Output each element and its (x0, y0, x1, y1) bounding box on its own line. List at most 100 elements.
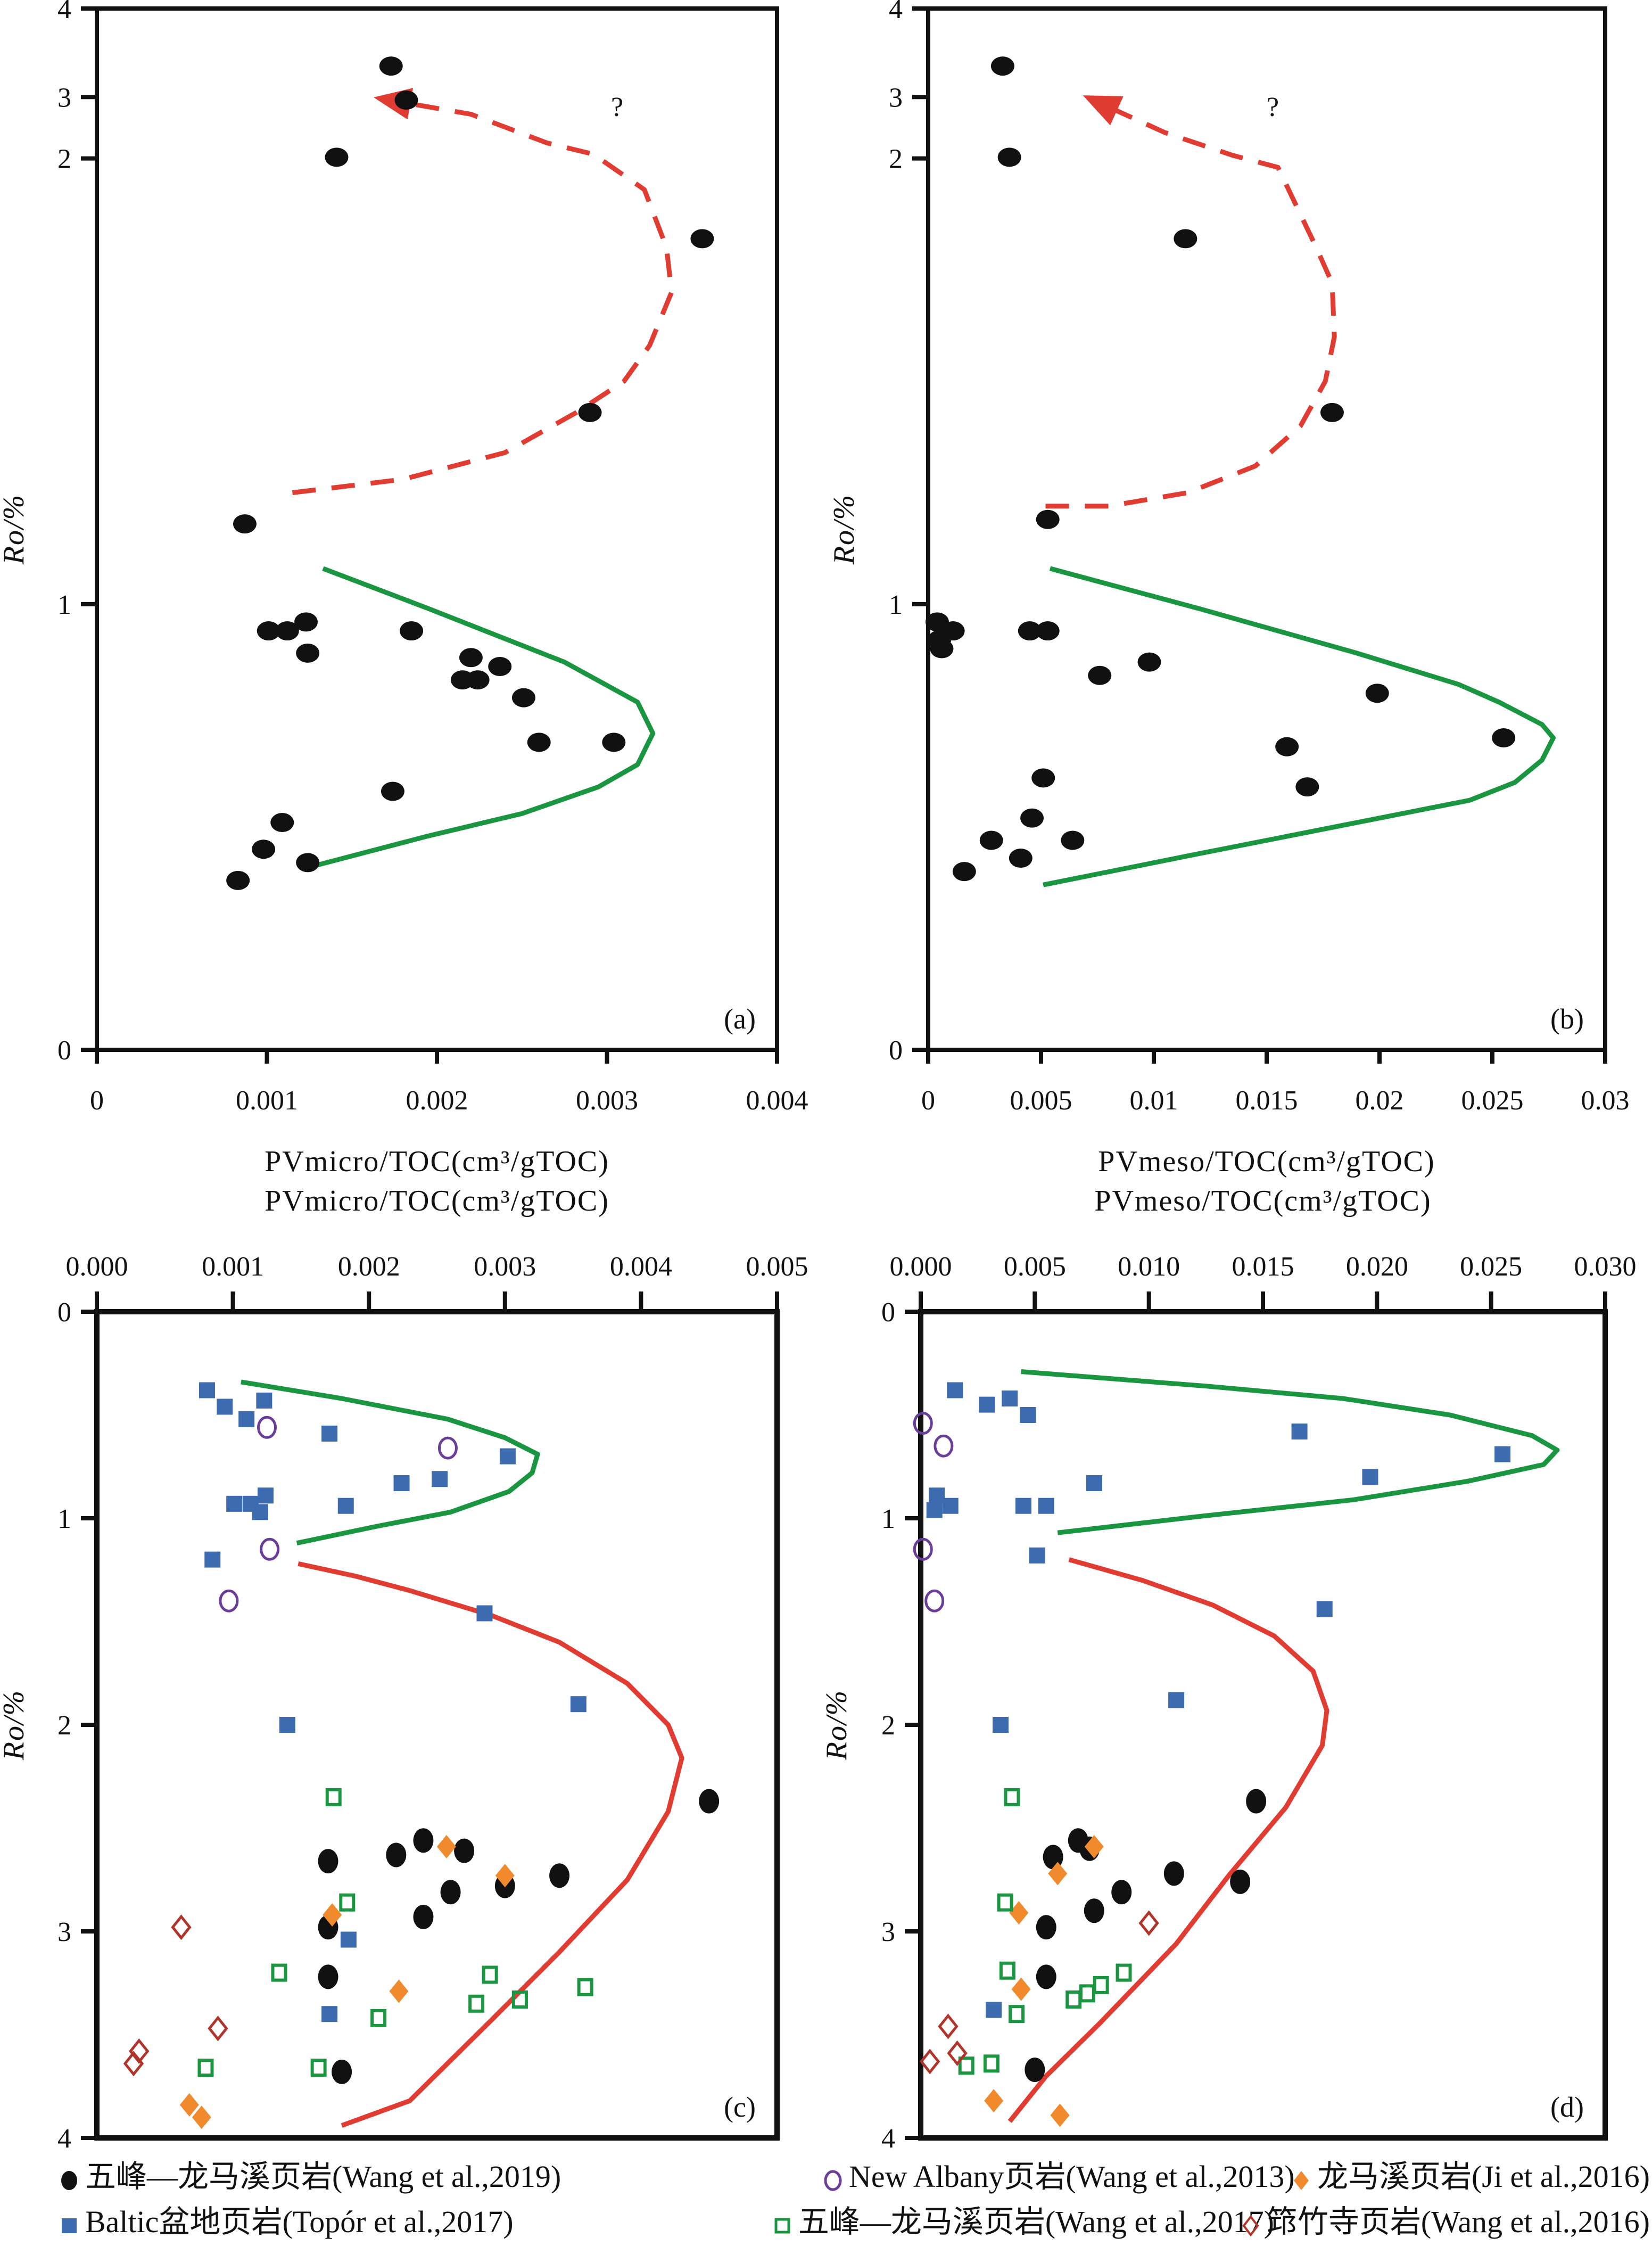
legend-label: 五峰—龙马溪页岩(Wang et al.,2017) (798, 2204, 1274, 2239)
series-filled-circle (318, 1789, 720, 2084)
filled-diamond-marker-icon (1291, 2163, 1312, 2190)
data-point (1065, 1990, 1082, 2009)
x-tick-label: 0.015 (1236, 1085, 1298, 1116)
x-tick-label: 0.003 (474, 1252, 536, 1282)
y-tick-label: 0 (881, 1297, 895, 1328)
legend-label: New Albany页岩(Wang et al.,2013) (848, 2159, 1295, 2194)
trend-green (1043, 566, 1556, 887)
data-point (1020, 1407, 1036, 1423)
panel-b: 0 0.005 0.01 0.015 0.02 0.025 0.03 0 1 2 3 4 PVmeso/… (828, 0, 1630, 1178)
data-point (325, 1788, 342, 1806)
data-point (389, 1979, 409, 2003)
data-point (437, 1436, 458, 1460)
data-point (1230, 1869, 1251, 1894)
y-tick-label: 1 (57, 590, 71, 620)
data-point (926, 1502, 943, 1518)
data-point (468, 1994, 485, 2013)
data-point (913, 1412, 933, 1435)
data-point (1084, 1898, 1104, 1923)
series-filled-square (926, 1382, 1511, 2018)
data-point (1111, 1880, 1132, 1905)
trend-red-dashed (292, 97, 674, 495)
question-mark-annotation: ? (611, 92, 623, 122)
data-point (294, 612, 318, 632)
data-point (997, 1893, 1013, 1912)
data-point (386, 1842, 407, 1867)
data-point (226, 1495, 243, 1512)
data-point (238, 1411, 255, 1427)
data-point (171, 1914, 192, 1940)
data-point (123, 2051, 144, 2077)
data-point (1137, 652, 1161, 672)
legend-item: 筇竹寺页岩(Wang et al.,2016) (1240, 2196, 1650, 2241)
data-point (310, 2059, 327, 2077)
y-tick-label: 4 (57, 0, 71, 24)
data-point (1029, 1547, 1045, 1564)
data-point (488, 657, 512, 677)
data-point (340, 1931, 357, 1948)
data-point (296, 853, 320, 873)
x-tick-label: 0.005 (1010, 1085, 1072, 1116)
data-point (1275, 737, 1299, 756)
data-point (1138, 1910, 1159, 1936)
data-point (257, 621, 280, 641)
arrow-head-icon (1083, 95, 1124, 126)
data-point (1036, 509, 1060, 529)
data-point (482, 1965, 498, 1984)
data-point (913, 1537, 933, 1561)
y-axis-title: Ro/% (0, 494, 30, 565)
legend-item: 五峰—龙马溪页岩(Wang et al.,2019) (59, 2151, 822, 2196)
y-axis-title: Ro/% (0, 1690, 30, 1760)
data-point (511, 1990, 528, 2009)
x-axis-title: PVmeso/TOC(cm³/gTOC) (1098, 1145, 1435, 1178)
data-point (321, 1425, 338, 1442)
panel-label: (d) (1550, 2091, 1584, 2123)
data-point (1291, 1424, 1308, 1440)
data-point (199, 1382, 216, 1398)
data-point (1295, 777, 1319, 797)
data-point (924, 1589, 945, 1612)
data-point (192, 2105, 211, 2129)
x-tick-label: 0.002 (338, 1252, 400, 1282)
data-point (226, 870, 250, 890)
legend-row-2: Baltic盆地页岩(Topór et al.,2017) 五峰—龙马溪页岩(W… (59, 2196, 1650, 2241)
x-tick-label: 0.000 (890, 1252, 952, 1282)
trend-red-dashed (1045, 100, 1337, 509)
y-tick-label: 3 (57, 1917, 71, 1947)
data-point (1494, 1446, 1511, 1462)
data-point (511, 688, 535, 707)
data-point (432, 1471, 448, 1487)
data-point (549, 1863, 570, 1888)
series-filled-square (199, 1382, 587, 2022)
trend-green (1021, 1369, 1560, 1535)
data-point (952, 862, 976, 882)
data-point (1050, 2103, 1070, 2127)
y-tick-label: 2 (881, 1710, 895, 1741)
x-tick-label: 0.025 (1460, 1252, 1522, 1282)
data-point (332, 2059, 352, 2084)
series-filled-circle (925, 56, 1516, 882)
legend-item: New Albany页岩(Wang et al.,2013) (822, 2151, 1295, 2196)
y-tick-label: 4 (881, 2124, 895, 2154)
legend-label: 五峰—龙马溪页岩(Wang et al.,2019) (85, 2159, 561, 2194)
y-tick-label: 2 (57, 1710, 71, 1741)
y-tick-label: 3 (57, 83, 71, 113)
data-point (986, 2002, 1002, 2018)
data-point (436, 1834, 456, 1858)
plot-frame (94, 1309, 780, 2141)
data-point (413, 1904, 434, 1929)
data-point (1011, 1977, 1031, 2001)
data-point (466, 670, 490, 690)
data-point (1048, 1862, 1068, 1886)
filled-circle-marker-icon (59, 2163, 80, 2190)
x-tick-label: 0.020 (1346, 1252, 1408, 1282)
data-point (275, 621, 299, 641)
x-tick-label: 0.004 (746, 1085, 808, 1116)
data-point (929, 1487, 945, 1504)
data-point (252, 840, 276, 859)
data-point (318, 1849, 338, 1874)
x-tick-label: 0.001 (236, 1085, 298, 1116)
panel-label: (b) (1550, 1003, 1584, 1035)
x-axis-title: PVmeso/TOC(cm³/gTOC) (1094, 1184, 1431, 1217)
data-point (993, 1717, 1009, 1733)
